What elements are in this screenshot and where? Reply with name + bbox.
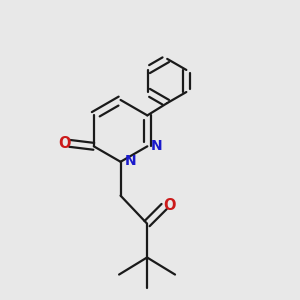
Text: N: N bbox=[151, 139, 163, 153]
Text: O: O bbox=[163, 198, 176, 213]
Text: O: O bbox=[58, 136, 70, 151]
Text: N: N bbox=[124, 154, 136, 168]
